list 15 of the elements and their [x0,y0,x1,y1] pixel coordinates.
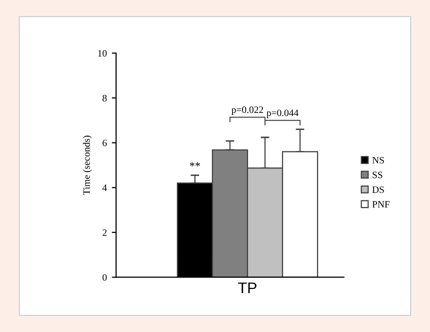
y-tick-label: 10 [98,50,107,57]
y-axis-title: Time (seconds) [82,136,92,195]
y-tick-label: 6 [102,140,107,146]
legend-label: PNF [372,201,390,208]
y-tick-label: 4 [102,184,107,191]
y-tick-label: 2 [102,229,107,236]
legend-label: NS [372,156,384,164]
annotation: ** [190,162,200,166]
legend-label: DS [372,186,384,193]
x-tick-label: TP [238,282,256,294]
y-tick-label: 8 [102,94,107,102]
annotation: p=0.044 [266,110,298,118]
y-tick-label: 0 [102,274,107,281]
annotation: p=0.022 [232,106,264,115]
legend-label: SS [372,172,382,178]
